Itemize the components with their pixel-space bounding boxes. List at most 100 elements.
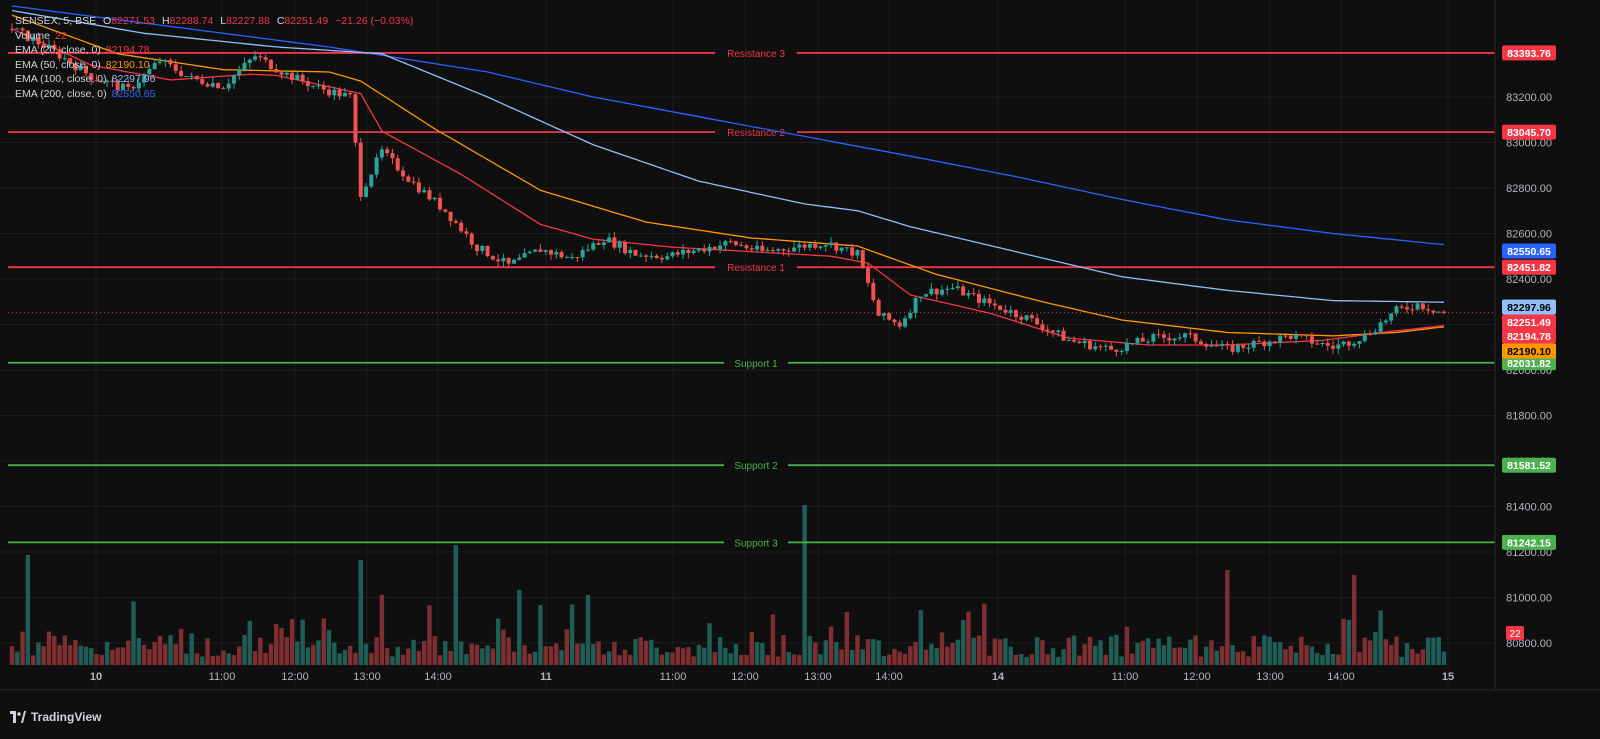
candle-body — [1124, 343, 1129, 351]
volume-bar — [1283, 649, 1288, 665]
volume-bar — [1024, 656, 1029, 665]
volume-bar — [120, 647, 126, 665]
candle-body — [675, 252, 680, 255]
candle-body — [115, 81, 120, 90]
volume-bar — [1103, 654, 1109, 665]
candle-body — [485, 245, 490, 257]
volume-bar — [1050, 648, 1056, 665]
open-value: 82271.53 — [111, 15, 156, 27]
volume-bar — [564, 629, 570, 665]
volume-bar — [316, 640, 321, 665]
candle-body — [284, 72, 289, 75]
candle-body — [665, 256, 670, 260]
volume-bar — [1293, 652, 1299, 665]
symbol-name[interactable]: SENSEX, 5, BSE — [15, 15, 97, 27]
candle-body — [1278, 335, 1283, 343]
candle-body — [1331, 345, 1336, 349]
candle-body — [1209, 345, 1214, 347]
volume-bar — [73, 639, 78, 665]
candle-body — [406, 176, 411, 182]
volume-bar — [849, 650, 855, 665]
candle-body — [617, 242, 622, 248]
volume-bar — [1172, 647, 1177, 665]
candle-body — [601, 242, 606, 245]
ema-price-text: 82251.49 — [1507, 317, 1551, 329]
volume-bar — [390, 656, 395, 665]
volume-bar — [1288, 645, 1293, 665]
volume-bar — [865, 639, 871, 665]
level-price-tag — [1502, 45, 1556, 61]
legend-ema100-label: EMA (100, close, 0) — [15, 73, 107, 86]
volume-bar — [807, 636, 813, 665]
tradingview-brand[interactable]: TradingView — [10, 710, 101, 724]
candle-body — [955, 286, 960, 289]
volume-bar — [104, 642, 110, 665]
candle-body — [1294, 334, 1299, 339]
candle-body — [511, 259, 516, 264]
volume-bar — [1357, 651, 1362, 665]
volume-bar — [1320, 655, 1325, 665]
level-price-text: 83393.76 — [1507, 48, 1551, 60]
x-tick-label: 13:00 — [804, 671, 832, 683]
x-tick-label: 10 — [90, 671, 102, 683]
volume-bar — [812, 642, 818, 665]
candle-body — [348, 92, 353, 95]
level-price-tag — [1502, 534, 1556, 550]
volume-bar — [955, 639, 961, 665]
candle-body — [142, 74, 147, 83]
symbol-ohlc-row[interactable]: SENSEX, 5, BSE O82271.53 H82288.74 L8222… — [15, 14, 413, 29]
candle-body — [881, 313, 886, 316]
candle-body — [25, 30, 30, 41]
ema-price-text: 82190.10 — [1507, 346, 1551, 358]
volume-bar — [453, 545, 459, 665]
candle-body — [1257, 340, 1262, 342]
candle-body — [300, 74, 305, 82]
candle-body — [216, 83, 221, 89]
volume-bar — [416, 650, 422, 665]
volume-bar — [200, 656, 205, 665]
volume-bar — [511, 651, 517, 665]
ema-price-text: 82550.65 — [1507, 246, 1551, 258]
candle-body — [770, 250, 775, 252]
volume-bar — [490, 648, 496, 665]
ema-price-tag — [1502, 314, 1556, 330]
volume-bar — [1373, 632, 1378, 665]
volume-bar — [157, 635, 163, 665]
volume-bar — [934, 648, 939, 665]
legend-ema50-label: EMA (50, close, 0) — [15, 58, 101, 71]
ema-price-text: 82194.78 — [1507, 331, 1551, 343]
candle-body — [73, 63, 78, 71]
volume-bar — [1346, 619, 1352, 665]
legend-ema200[interactable]: EMA (200, close, 0) 82550.65 — [15, 87, 413, 102]
legend-ema50[interactable]: EMA (50, close, 0) 82190.10 — [15, 58, 413, 73]
candle-body — [887, 313, 892, 320]
candle-body — [110, 80, 115, 82]
volume-bar — [992, 638, 998, 665]
volume-bar — [749, 632, 754, 665]
candle-body — [506, 257, 511, 264]
volume-bar — [1082, 644, 1087, 665]
x-tick-label: 14:00 — [424, 671, 452, 683]
volume-bar — [1441, 651, 1447, 665]
candle-body — [89, 73, 94, 81]
legend-ema20[interactable]: EMA (20, close, 0) 82194.78 — [15, 43, 413, 58]
candle-body — [1008, 310, 1013, 313]
volume-bar — [263, 652, 268, 665]
price-axis-labels: 83393.76 83045.70 82451.82 82031.82 81581.52… — [1502, 45, 1556, 640]
legend-ema100[interactable]: EMA (100, close, 0) 82297.96 — [15, 72, 413, 87]
candle-body — [274, 69, 279, 73]
volume-bar — [1235, 651, 1241, 665]
y-tick-label: 80800.00 — [1506, 638, 1552, 650]
volume-bar — [987, 655, 992, 665]
volume-bar — [1061, 649, 1066, 665]
time-axis[interactable]: 10 11:00 12:00 13:00 14:00 11 11:00 12:00 13:00 1… — [90, 671, 1454, 683]
candle-body — [712, 246, 717, 250]
candle-body — [279, 72, 284, 75]
legend-volume[interactable]: Volume 22 — [15, 29, 413, 44]
volume-bar — [1093, 645, 1098, 665]
volume-bar — [448, 650, 453, 665]
volume-bar — [828, 626, 834, 665]
candle-body — [718, 245, 723, 250]
